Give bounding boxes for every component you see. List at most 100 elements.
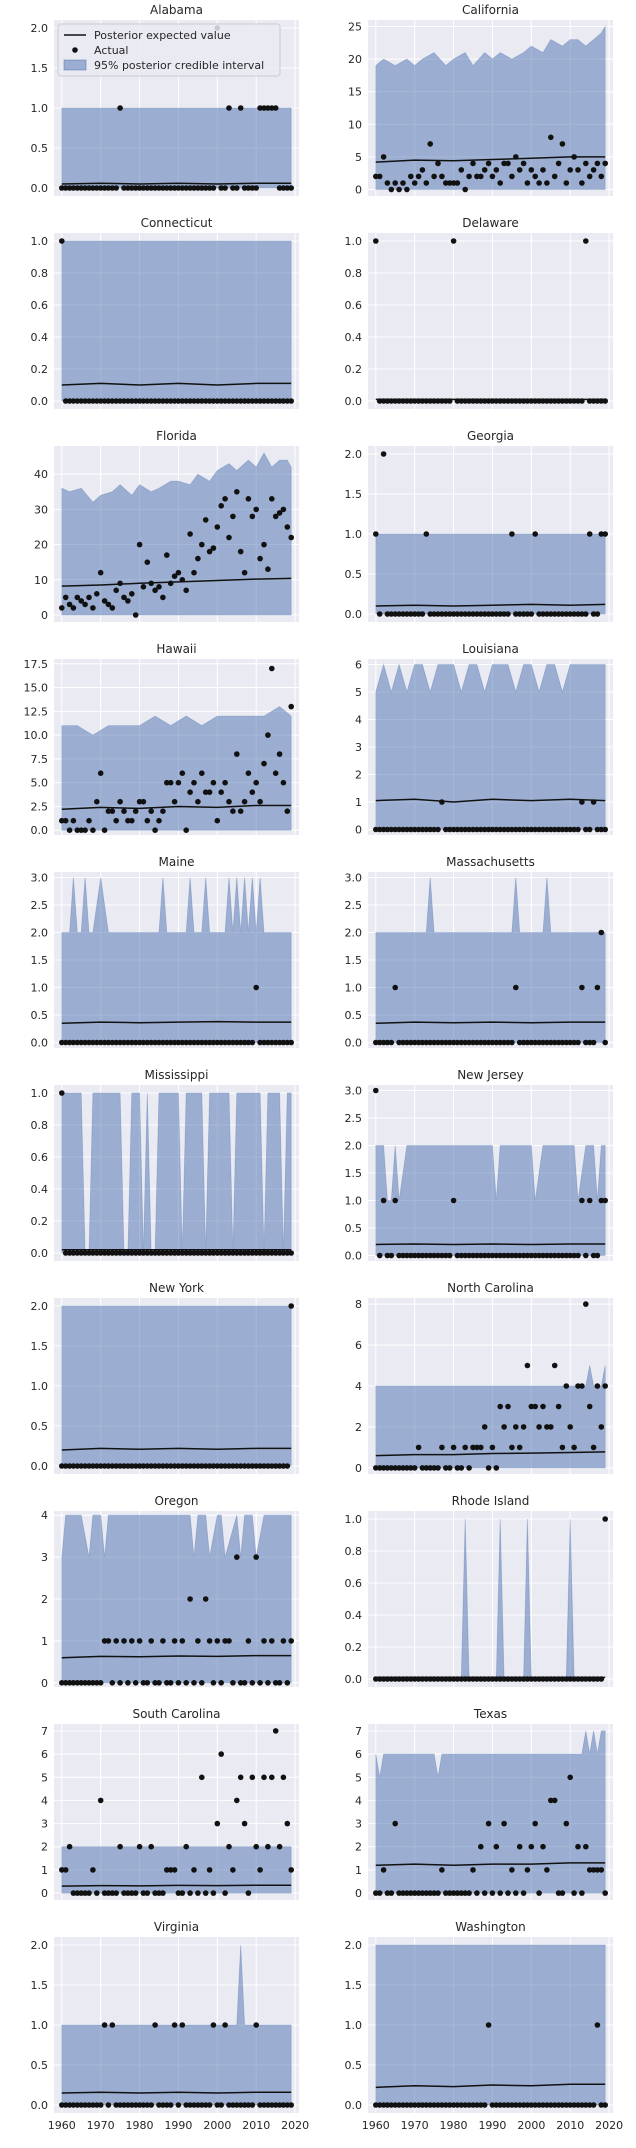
y-tick-label: 0.8 <box>31 267 49 280</box>
actual-point <box>94 1039 100 1046</box>
actual-point <box>222 185 228 191</box>
actual-point <box>544 611 550 617</box>
actual-point <box>191 1680 197 1686</box>
actual-point <box>524 611 531 617</box>
actual-point <box>66 601 73 608</box>
actual-point <box>199 1039 205 1046</box>
actual-point <box>206 2102 213 2108</box>
actual-point <box>583 238 589 244</box>
actual-point <box>411 1465 418 1471</box>
actual-point <box>423 2102 430 2108</box>
actual-point <box>443 2102 449 2108</box>
y-tick-label: 2.0 <box>345 1939 363 1952</box>
actual-point <box>195 1890 201 1896</box>
actual-point <box>59 817 65 824</box>
actual-point <box>121 594 127 601</box>
actual-point <box>241 1680 248 1686</box>
expected-value-line <box>61 1447 292 1451</box>
actual-point <box>376 1252 383 1259</box>
actual-point <box>474 1039 480 1046</box>
actual-point <box>427 1676 434 1682</box>
actual-point <box>179 577 186 583</box>
actual-point <box>78 1250 84 1256</box>
actual-point <box>423 1890 430 1896</box>
actual-point <box>583 1676 589 1682</box>
actual-point <box>454 398 461 404</box>
actual-point <box>86 817 92 824</box>
actual-point <box>404 611 410 617</box>
actual-point <box>532 2102 538 2108</box>
actual-point <box>579 984 585 991</box>
actual-point <box>528 2102 535 2108</box>
actual-point <box>598 929 605 936</box>
actual-point <box>74 398 81 404</box>
actual-point <box>423 1252 430 1259</box>
panel-hawaii: 0.0 2.5 5.0 7.5 10.0 12.5 15.0 17.5 Hawaii <box>24 642 299 837</box>
actual-point <box>462 611 469 617</box>
actual-point <box>125 398 131 404</box>
actual-point <box>524 1252 531 1259</box>
actual-point <box>257 398 263 404</box>
actual-point <box>214 817 221 824</box>
actual-point <box>117 1680 123 1686</box>
actual-point <box>388 1676 395 1682</box>
actual-point <box>598 1676 605 1682</box>
actual-point <box>481 398 488 404</box>
actual-point <box>164 1680 170 1686</box>
actual-point <box>129 1039 135 1046</box>
actual-point <box>598 826 605 833</box>
actual-point <box>179 185 186 191</box>
actual-point <box>86 1039 92 1046</box>
actual-point <box>222 1250 228 1256</box>
actual-point <box>140 1890 147 1896</box>
actual-point <box>280 1039 287 1046</box>
actual-point <box>594 2022 601 2028</box>
actual-point <box>513 1890 519 1896</box>
actual-point <box>280 1774 287 1781</box>
actual-point <box>563 611 570 617</box>
actual-point <box>117 1843 123 1850</box>
actual-point <box>257 798 263 805</box>
actual-point <box>245 185 252 191</box>
actual-point <box>501 160 507 167</box>
actual-point <box>446 1465 453 1471</box>
x-tick-label: 2000 <box>517 2119 545 2132</box>
actual-point <box>548 1797 554 1804</box>
actual-point <box>74 1463 81 1469</box>
actual-point <box>74 1680 81 1686</box>
actual-point <box>532 1676 538 1682</box>
actual-point <box>443 611 449 617</box>
actual-point <box>516 1843 523 1850</box>
actual-point <box>284 185 291 191</box>
x-tick-label: 2020 <box>281 2119 309 2132</box>
actual-point <box>598 398 605 404</box>
y-tick-label: 0.0 <box>31 2099 49 2112</box>
actual-point <box>113 587 119 594</box>
actual-point <box>594 398 601 404</box>
actual-point <box>167 185 174 191</box>
actual-point <box>148 2102 154 2108</box>
actual-point <box>474 173 480 180</box>
actual-point <box>210 1463 217 1469</box>
actual-point <box>396 611 402 617</box>
actual-point <box>551 1039 558 1046</box>
y-tick-label: 6 <box>41 1748 48 1761</box>
actual-point <box>261 398 267 404</box>
actual-point <box>392 984 399 991</box>
actual-point <box>536 1676 542 1682</box>
actual-point <box>571 2102 577 2108</box>
actual-point <box>478 398 484 404</box>
actual-point <box>218 2102 224 2108</box>
actual-point <box>373 1465 379 1471</box>
actual-point <box>117 798 123 805</box>
actual-point <box>602 1890 608 1896</box>
actual-point <box>423 826 430 833</box>
actual-point <box>559 826 566 833</box>
actual-point <box>497 180 504 186</box>
actual-point <box>121 808 127 814</box>
credible-interval-band <box>61 240 292 402</box>
actual-point <box>594 826 601 833</box>
actual-point <box>431 173 437 180</box>
actual-point <box>571 1444 577 1451</box>
chart-title: Louisiana <box>462 642 519 656</box>
